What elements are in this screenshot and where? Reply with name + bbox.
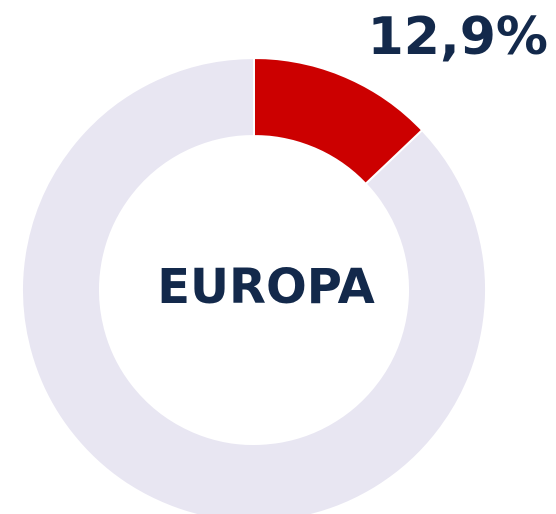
value-label: 12,9% [368,7,548,67]
donut-segment [253,56,424,186]
donut-segment [21,56,487,514]
center-label: EUROPA [157,259,374,315]
